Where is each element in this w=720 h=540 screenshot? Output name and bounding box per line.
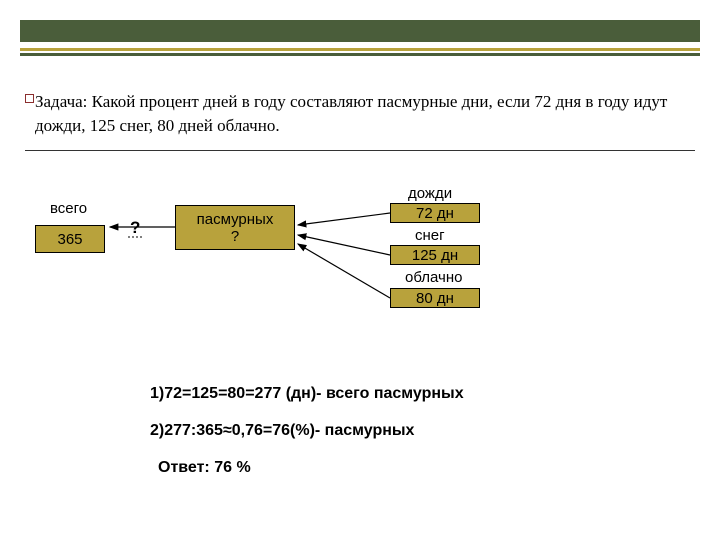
bullet-icon [25,94,34,103]
cloudy-bottom: ? [231,228,239,245]
item-label-1: снег [415,227,445,244]
item-value-2: 80 дн [416,290,454,307]
item-label-2: облачно [405,269,462,286]
cloudy-top: пасмурных [197,211,274,228]
header-stripe-2 [20,48,700,51]
cloudy-box: пасмурных ? [175,205,295,250]
problem-statement: Задача: Какой процент дней в году состав… [35,90,685,138]
total-label: всего [50,200,87,217]
item-box-1: 125 дн [390,245,480,265]
solution-line-0: 1)72=125=80=277 (дн)- всего пасмурных [150,385,464,403]
arrows-svg [0,0,720,540]
total-box: 365 [35,225,105,253]
item-value-0: 72 дн [416,205,454,222]
item-box-2: 80 дн [390,288,480,308]
divider-line [25,150,695,151]
solution-line-1: 2)277:365≈0,76=76(%)- пасмурных [150,422,414,440]
total-value: 365 [57,231,82,248]
item-box-0: 72 дн [390,203,480,223]
header-stripe-3 [20,53,700,56]
question-mark: ? [130,218,140,238]
header-stripe-1 [20,20,700,42]
item-label-0: дожди [408,185,452,202]
solution-line-2: Ответ: 76 % [158,459,251,477]
item-value-1: 125 дн [412,247,458,264]
